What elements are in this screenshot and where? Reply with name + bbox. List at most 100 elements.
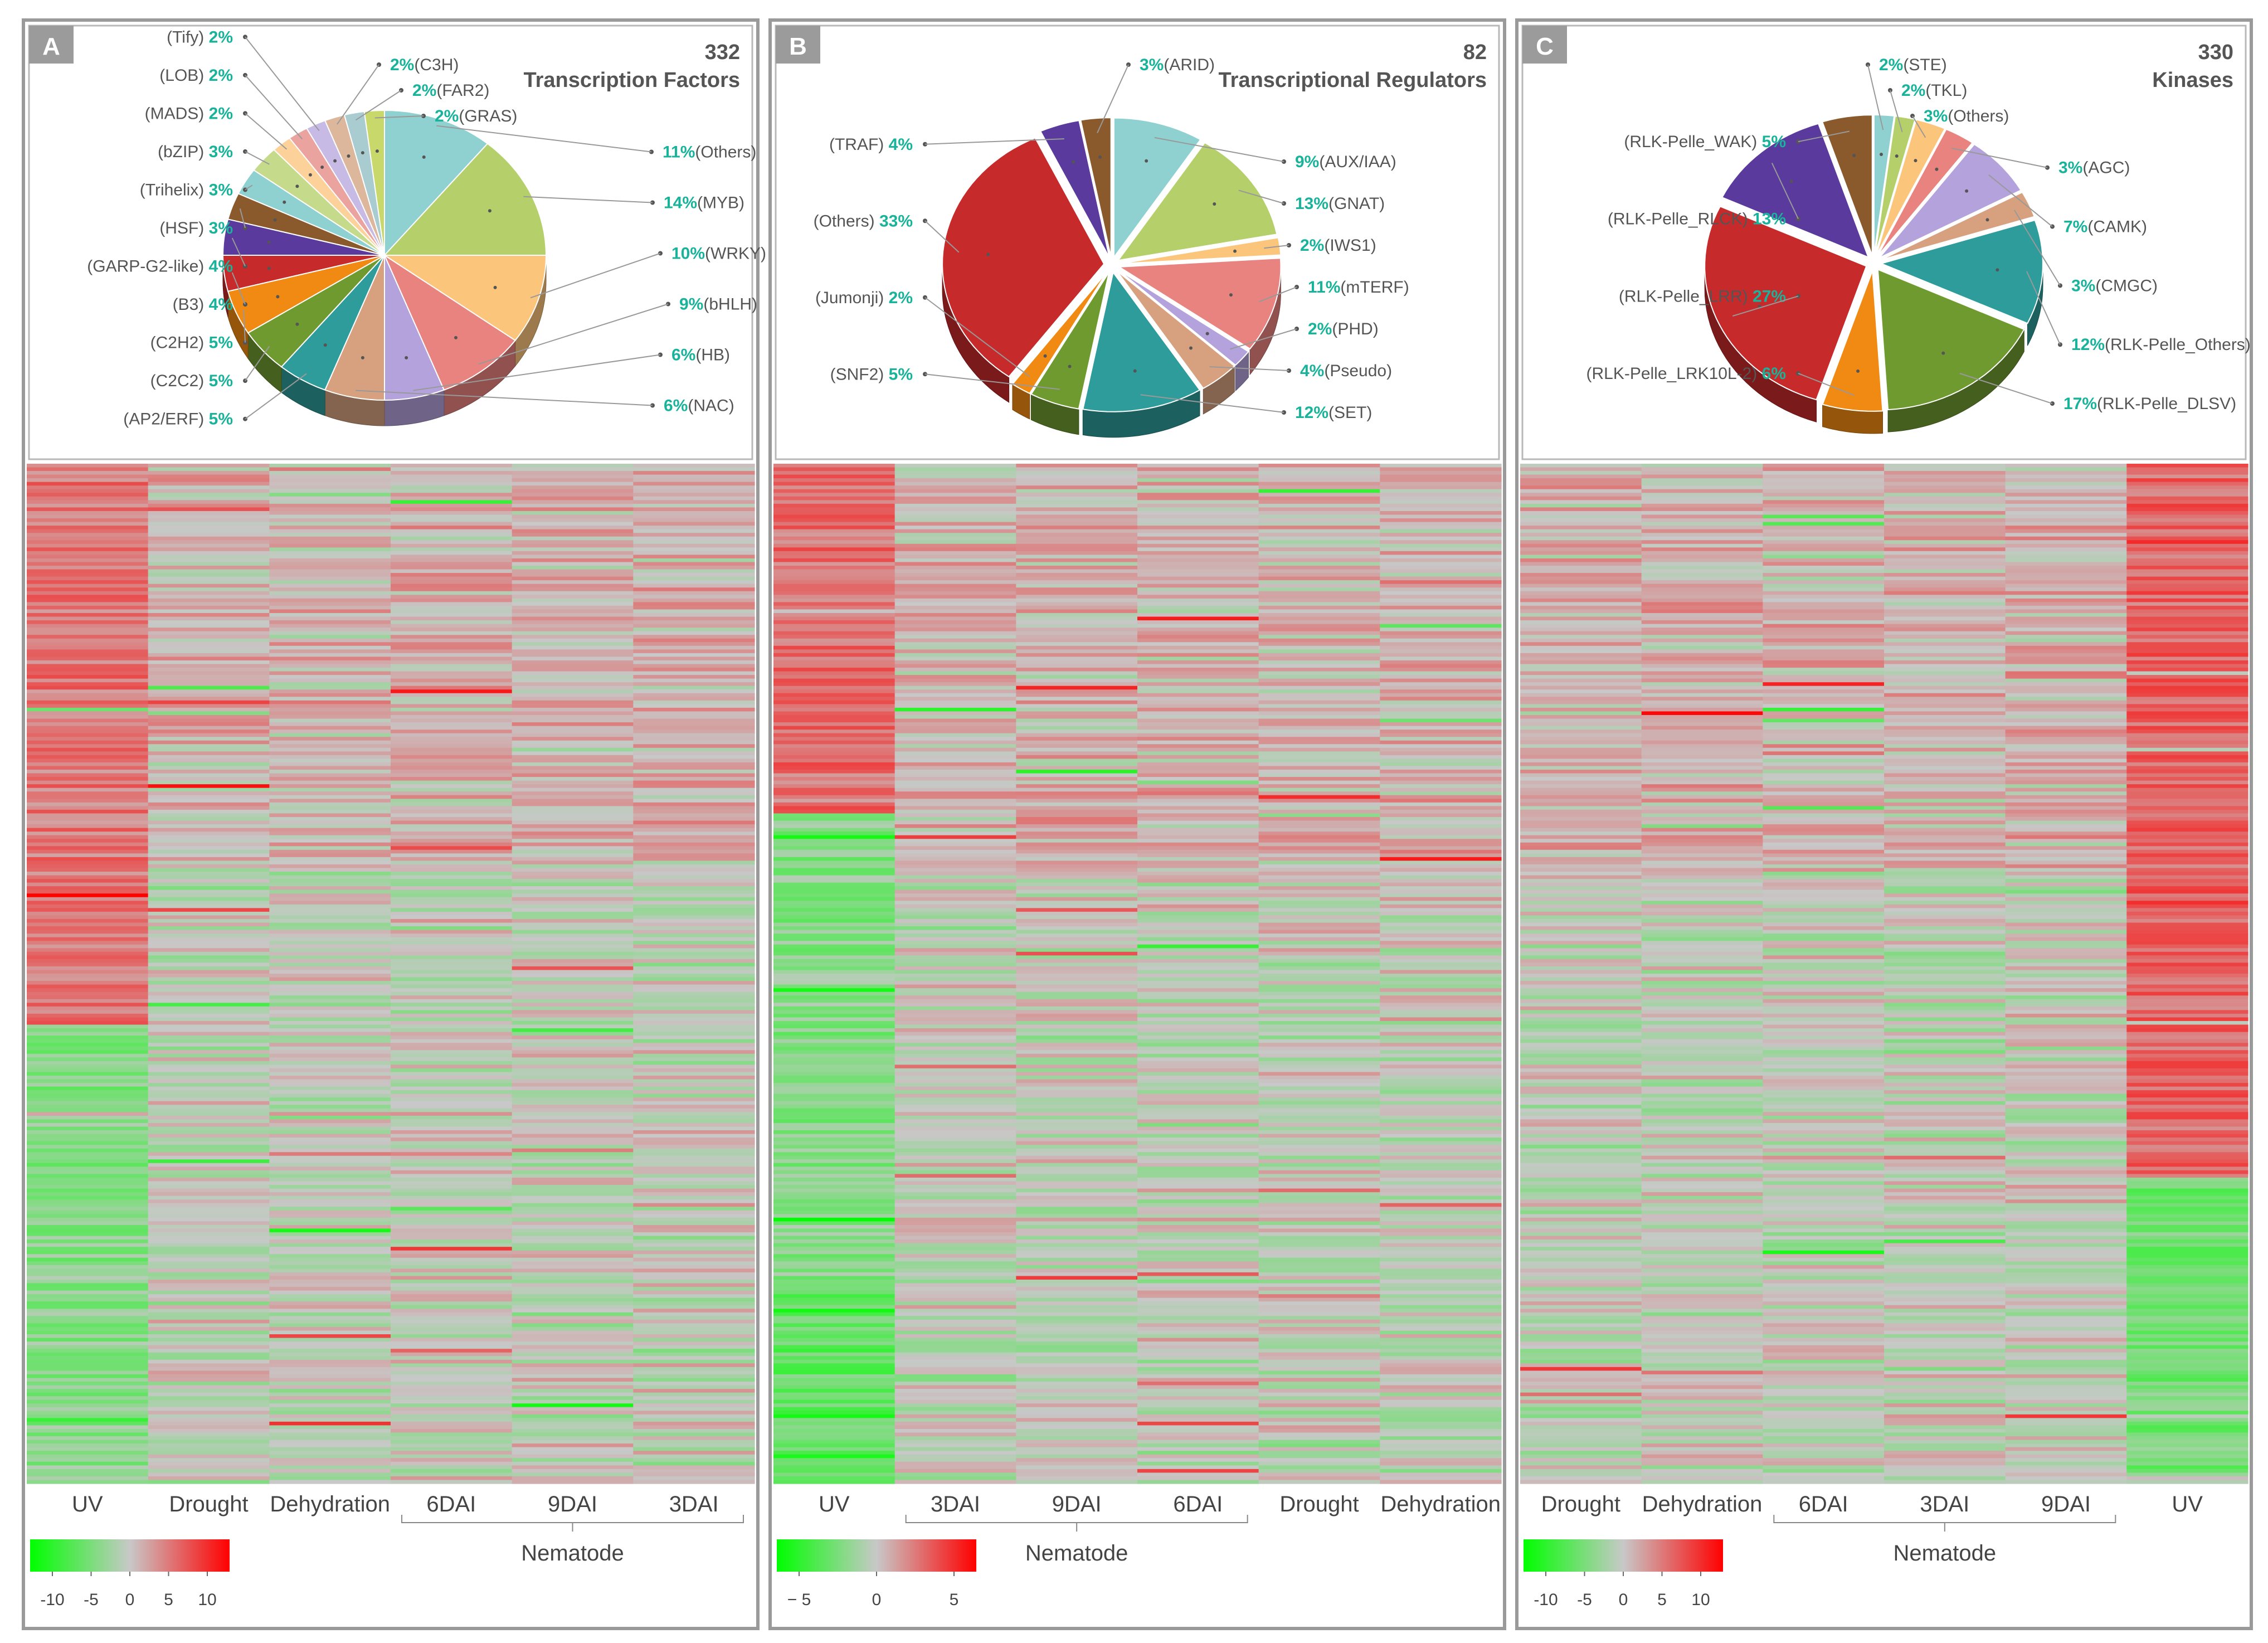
heatmap-cell: [2005, 959, 2127, 963]
heatmap-cell: [1520, 1013, 1642, 1018]
heatmap-cell: [269, 813, 391, 818]
heatmap-cell: [1380, 1010, 1502, 1014]
heatmap-cell: [1884, 861, 2006, 865]
heatmap-cell: [1137, 467, 1259, 471]
pie-slice-dot: [273, 218, 277, 222]
heatmap-cell: [1520, 1122, 1642, 1127]
heatmap-cell: [1763, 1382, 1885, 1386]
heatmap-cell: [894, 1036, 1016, 1040]
heatmap-cell: [1380, 1421, 1502, 1426]
heatmap-cell: [27, 1312, 149, 1316]
heatmap-cell: [773, 1469, 895, 1473]
heatmap-cell: [1380, 660, 1502, 665]
heatmap-cell: [894, 857, 1016, 861]
heatmap-cell: [894, 1199, 1016, 1204]
heatmap-cell: [27, 533, 149, 537]
heatmap-cell: [148, 638, 270, 643]
heatmap-cell: [148, 1163, 270, 1167]
heatmap-cell: [1137, 1145, 1259, 1149]
heatmap-cell: [1763, 963, 1885, 967]
heatmap-cell: [1016, 1155, 1138, 1160]
heatmap-cell: [148, 1359, 270, 1364]
heatmap-cell: [633, 820, 755, 825]
heatmap-cell: [512, 791, 634, 796]
heatmap-cell: [1763, 529, 1885, 533]
heatmap-cell: [633, 984, 755, 989]
heatmap-cell: [894, 842, 1016, 847]
heatmap-cell: [1137, 842, 1259, 847]
heatmap-cell: [27, 1257, 149, 1262]
pie-slice-dot: [1996, 268, 1999, 272]
pie-slice-dot: [308, 173, 312, 177]
heatmap-cell: [1520, 471, 1642, 475]
heatmap-cell: [1137, 751, 1259, 756]
heatmap-cell: [512, 922, 634, 927]
heatmap-cell: [1380, 1305, 1502, 1309]
heatmap-cell: [1884, 1425, 2006, 1430]
heatmap-cell: [633, 503, 755, 508]
heatmap-cell: [894, 1436, 1016, 1441]
heatmap-cell: [512, 1134, 634, 1138]
heatmap-cell: [1520, 839, 1642, 843]
heatmap-cell: [1380, 1363, 1502, 1368]
heatmap-cell: [1258, 1188, 1380, 1193]
heatmap-cell: [1016, 1046, 1138, 1051]
heatmap-cell: [512, 1112, 634, 1116]
heatmap-cell: [773, 1105, 895, 1109]
heatmap-cell: [1016, 839, 1138, 843]
heatmap-cell: [633, 788, 755, 792]
heatmap-cell: [1641, 1166, 1763, 1171]
heatmap-cell: [1016, 1480, 1138, 1484]
heatmap-cell: [1016, 1312, 1138, 1316]
heatmap-cell: [512, 1024, 634, 1029]
heatmap-cell: [1520, 1407, 1642, 1411]
pie-slice-0: [1113, 117, 1201, 259]
heatmap-cell: [391, 478, 513, 483]
heatmap-cell: [1641, 1003, 1763, 1007]
heatmap-cell: [1520, 482, 1642, 486]
heatmap-cell: [2005, 1036, 2127, 1040]
heatmap-cell: [1884, 1072, 2006, 1076]
heatmap-cell: [1016, 704, 1138, 708]
heatmap-cell: [1641, 1382, 1763, 1386]
heatmap-cell: [27, 730, 149, 734]
heatmap-cell: [894, 1389, 1016, 1393]
heatmap-cell: [2005, 835, 2127, 839]
heatmap-cell: [1884, 733, 2006, 737]
heatmap-cell: [1884, 795, 2006, 799]
heatmap-cell: [2005, 1185, 2127, 1189]
heatmap-cell: [148, 918, 270, 923]
heatmap-cell: [894, 955, 1016, 960]
heatmap-cell: [269, 631, 391, 635]
heatmap-cell: [27, 580, 149, 585]
heatmap-cell: [1016, 1079, 1138, 1083]
heatmap-cell: [1884, 788, 2006, 792]
heatmap-cell: [1641, 1155, 1763, 1160]
heatmap-cell: [1016, 1093, 1138, 1098]
heatmap-cell: [1641, 591, 1763, 595]
heatmap-cell: [1258, 751, 1380, 756]
heatmap-cell: [1137, 762, 1259, 767]
heatmap-cell: [894, 1341, 1016, 1346]
heatmap-cell: [1641, 1247, 1763, 1251]
pie-slice-dot: [1189, 346, 1193, 350]
heatmap-cell: [2005, 558, 2127, 563]
heatmap-cell: [633, 773, 755, 777]
heatmap-cell: [1884, 518, 2006, 523]
heatmap-cell: [2005, 1126, 2127, 1131]
heatmap-cell: [391, 948, 513, 952]
heatmap-cell: [391, 1141, 513, 1145]
heatmap-cell: [1258, 868, 1380, 872]
heatmap-cell: [1380, 977, 1502, 981]
heatmap-cell: [27, 864, 149, 869]
heatmap-cell: [1520, 1148, 1642, 1153]
heatmap-cell: [1884, 1046, 2006, 1051]
heatmap-cell: [2005, 1148, 2127, 1153]
heatmap-cell: [1016, 1399, 1138, 1404]
heatmap-cell: [1016, 1174, 1138, 1178]
heatmap-cell: [1884, 1396, 2006, 1401]
pie-slice-dot: [1789, 179, 1793, 183]
pie-slice-18: [343, 110, 385, 256]
heatmap-cell: [391, 1064, 513, 1069]
heatmap-cell: [773, 1064, 895, 1069]
